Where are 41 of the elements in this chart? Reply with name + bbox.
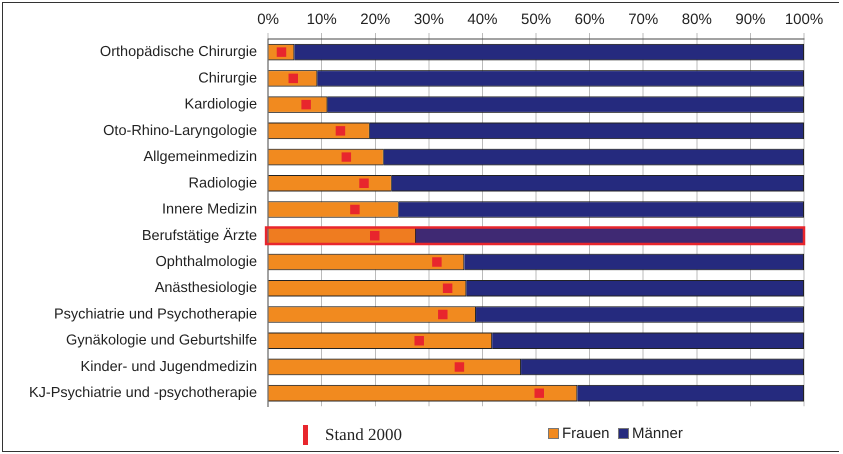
y-tick-label: Kardiologie	[184, 96, 258, 113]
y-tick-label: Oto-Rhino-Laryngologie	[103, 122, 258, 139]
y-tick-label: Innere Medizin	[162, 202, 258, 218]
y-tick-label: Allgemeinmedizin	[143, 149, 258, 166]
x-tick-label: 70%	[628, 11, 658, 28]
y-tick-label: Kinder- und Jugendmedizin	[80, 358, 258, 375]
legend-label: Männer	[632, 425, 683, 442]
y-tick-label: Gynäkologie und Geburtshilfe	[66, 332, 258, 349]
x-tick-label: 90%	[735, 11, 766, 28]
point	[359, 178, 369, 188]
y-tick-label: Radiologie	[188, 175, 258, 192]
legend-label: Stand 2000	[325, 425, 402, 445]
x-tick-label: 40%	[467, 11, 498, 28]
point	[370, 231, 380, 241]
point	[432, 257, 442, 267]
y-tick-label: Psychiatrie und Psychotherapie	[54, 306, 258, 322]
point	[336, 126, 346, 136]
point	[438, 310, 448, 320]
point	[342, 152, 352, 162]
x-tick-label: 20%	[360, 11, 390, 28]
x-tick-label: 80%	[682, 11, 712, 28]
point	[442, 283, 452, 293]
x-tick-label: 50%	[521, 11, 552, 28]
point	[414, 336, 424, 346]
point	[534, 388, 544, 398]
x-tick-label: 60%	[574, 11, 605, 28]
point	[454, 362, 464, 372]
x-tick-label: 30%	[414, 11, 444, 28]
point	[350, 204, 360, 214]
y-tick-label: Chirurgie	[198, 70, 258, 86]
y-tick-label: Anästhesiologie	[154, 280, 258, 296]
point	[301, 100, 311, 110]
legend-label: Frauen	[562, 425, 610, 442]
y-tick-label: Ophthalmologie	[156, 254, 258, 270]
y-tick-label: Orthopädische Chirurgie	[100, 44, 258, 60]
y-tick-label: Berufstätige Ärzte	[142, 226, 258, 244]
y-tick-label: KJ-Psychiatrie und -psychotherapie	[28, 385, 258, 402]
x-tick-label: 10%	[306, 11, 337, 28]
point	[288, 74, 298, 84]
x-tick-label: 0%	[257, 11, 279, 28]
x-tick-label: 100%	[784, 11, 824, 28]
